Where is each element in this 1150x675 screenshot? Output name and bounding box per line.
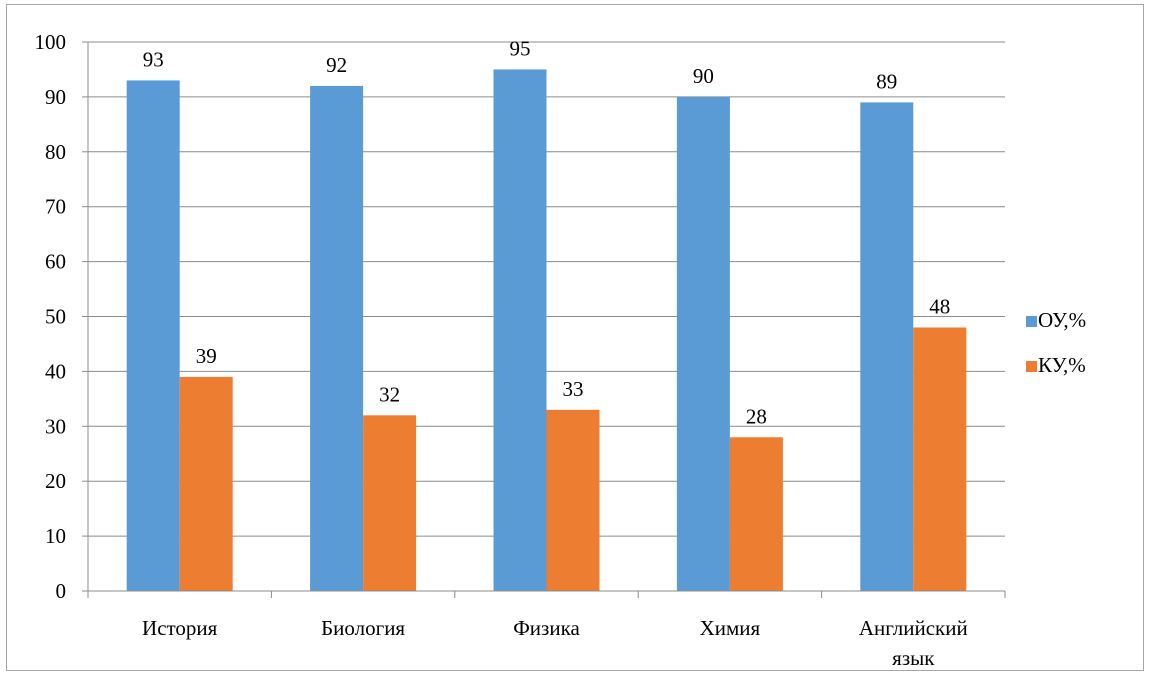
legend: ОУ,% КУ,% (1026, 308, 1086, 377)
bar-ku (546, 409, 600, 591)
bars (126, 69, 967, 592)
legend-label: ОУ,% (1038, 308, 1086, 332)
bar-ou (310, 85, 364, 592)
y-tick-label: 0 (56, 579, 67, 603)
data-label: 32 (379, 382, 400, 406)
x-category-label: Английский (859, 616, 968, 640)
y-tick-label: 60 (45, 250, 66, 274)
y-tick-label: 10 (45, 524, 66, 548)
x-category-label: язык (892, 646, 935, 670)
axes: 0 10 20 30 40 50 60 70 80 90 100 История Биология Физ… (35, 30, 1006, 670)
bar-ou (676, 96, 730, 592)
legend-swatch (1026, 316, 1037, 327)
bar-ou (493, 69, 547, 591)
y-tick-label: 100 (35, 30, 67, 54)
data-label: 90 (693, 64, 714, 88)
data-label: 93 (143, 47, 164, 71)
chart-frame (6, 4, 1144, 671)
y-tick-label: 80 (45, 140, 66, 164)
bar-ku (179, 376, 233, 591)
data-label: 95 (510, 36, 531, 60)
bar-ou (126, 80, 180, 592)
x-category-label: Биология (321, 616, 405, 640)
x-category-label: Физика (513, 616, 580, 640)
bar-ku (363, 415, 417, 591)
data-label: 33 (563, 377, 584, 401)
data-label: 89 (876, 69, 897, 93)
data-label: 48 (929, 294, 950, 318)
bar-ku (913, 327, 967, 591)
data-label: 39 (196, 344, 217, 368)
data-labels: 93 92 95 90 89 39 32 33 28 48 (143, 36, 951, 428)
y-tick-label: 90 (45, 85, 66, 109)
data-label: 28 (746, 404, 767, 428)
x-category-label: История (142, 616, 218, 640)
y-tick-label: 20 (45, 469, 66, 493)
y-tick-label: 70 (45, 195, 66, 219)
legend-label: КУ,% (1038, 353, 1086, 377)
y-tick-label: 30 (45, 414, 66, 438)
y-tick-label: 50 (45, 305, 66, 329)
x-category-label: Химия (700, 616, 761, 640)
bar-ku (729, 437, 783, 591)
bar-ou (860, 102, 914, 591)
y-tick-label: 40 (45, 359, 66, 383)
data-label: 92 (326, 53, 347, 77)
legend-swatch (1026, 361, 1037, 372)
